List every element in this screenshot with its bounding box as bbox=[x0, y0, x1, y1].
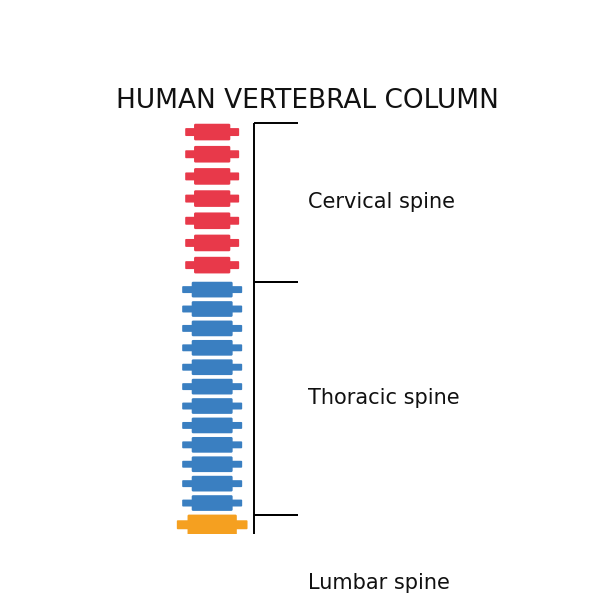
FancyBboxPatch shape bbox=[188, 539, 237, 559]
FancyBboxPatch shape bbox=[192, 398, 233, 414]
FancyBboxPatch shape bbox=[182, 480, 197, 487]
FancyBboxPatch shape bbox=[226, 261, 239, 269]
FancyBboxPatch shape bbox=[227, 461, 242, 468]
FancyBboxPatch shape bbox=[226, 194, 239, 203]
FancyBboxPatch shape bbox=[185, 172, 199, 181]
FancyBboxPatch shape bbox=[227, 305, 242, 313]
FancyBboxPatch shape bbox=[185, 217, 199, 225]
FancyBboxPatch shape bbox=[230, 594, 248, 600]
FancyBboxPatch shape bbox=[188, 515, 237, 535]
FancyBboxPatch shape bbox=[182, 286, 197, 293]
FancyBboxPatch shape bbox=[185, 239, 199, 247]
FancyBboxPatch shape bbox=[188, 563, 237, 584]
FancyBboxPatch shape bbox=[227, 286, 242, 293]
FancyBboxPatch shape bbox=[192, 379, 233, 394]
FancyBboxPatch shape bbox=[230, 569, 248, 578]
FancyBboxPatch shape bbox=[192, 457, 233, 472]
FancyBboxPatch shape bbox=[192, 340, 233, 356]
FancyBboxPatch shape bbox=[192, 282, 233, 298]
FancyBboxPatch shape bbox=[177, 520, 194, 529]
FancyBboxPatch shape bbox=[192, 359, 233, 375]
FancyBboxPatch shape bbox=[177, 569, 194, 578]
FancyBboxPatch shape bbox=[194, 212, 230, 229]
FancyBboxPatch shape bbox=[226, 239, 239, 247]
FancyBboxPatch shape bbox=[185, 194, 199, 203]
FancyBboxPatch shape bbox=[182, 461, 197, 468]
FancyBboxPatch shape bbox=[226, 172, 239, 181]
FancyBboxPatch shape bbox=[182, 325, 197, 332]
FancyBboxPatch shape bbox=[182, 442, 197, 448]
FancyBboxPatch shape bbox=[192, 320, 233, 336]
FancyBboxPatch shape bbox=[227, 480, 242, 487]
FancyBboxPatch shape bbox=[230, 520, 248, 529]
FancyBboxPatch shape bbox=[192, 437, 233, 452]
FancyBboxPatch shape bbox=[227, 325, 242, 332]
FancyBboxPatch shape bbox=[194, 190, 230, 207]
FancyBboxPatch shape bbox=[227, 500, 242, 506]
FancyBboxPatch shape bbox=[194, 146, 230, 163]
FancyBboxPatch shape bbox=[227, 403, 242, 409]
FancyBboxPatch shape bbox=[192, 476, 233, 491]
FancyBboxPatch shape bbox=[192, 495, 233, 511]
FancyBboxPatch shape bbox=[182, 344, 197, 351]
FancyBboxPatch shape bbox=[182, 383, 197, 390]
Text: Lumbar spine: Lumbar spine bbox=[308, 573, 449, 593]
Text: HUMAN VERTEBRAL COLUMN: HUMAN VERTEBRAL COLUMN bbox=[116, 88, 499, 114]
FancyBboxPatch shape bbox=[226, 128, 239, 136]
FancyBboxPatch shape bbox=[227, 442, 242, 448]
FancyBboxPatch shape bbox=[227, 344, 242, 351]
FancyBboxPatch shape bbox=[182, 403, 197, 409]
FancyBboxPatch shape bbox=[177, 545, 194, 554]
FancyBboxPatch shape bbox=[185, 150, 199, 158]
FancyBboxPatch shape bbox=[230, 545, 248, 554]
FancyBboxPatch shape bbox=[226, 217, 239, 225]
FancyBboxPatch shape bbox=[182, 500, 197, 506]
FancyBboxPatch shape bbox=[185, 128, 199, 136]
FancyBboxPatch shape bbox=[194, 235, 230, 251]
FancyBboxPatch shape bbox=[182, 364, 197, 371]
FancyBboxPatch shape bbox=[185, 261, 199, 269]
FancyBboxPatch shape bbox=[192, 418, 233, 433]
FancyBboxPatch shape bbox=[227, 422, 242, 429]
FancyBboxPatch shape bbox=[182, 422, 197, 429]
FancyBboxPatch shape bbox=[192, 301, 233, 317]
FancyBboxPatch shape bbox=[188, 588, 237, 600]
FancyBboxPatch shape bbox=[226, 150, 239, 158]
FancyBboxPatch shape bbox=[194, 257, 230, 274]
FancyBboxPatch shape bbox=[177, 594, 194, 600]
FancyBboxPatch shape bbox=[182, 305, 197, 313]
FancyBboxPatch shape bbox=[227, 364, 242, 371]
FancyBboxPatch shape bbox=[227, 383, 242, 390]
Text: Cervical spine: Cervical spine bbox=[308, 192, 455, 212]
FancyBboxPatch shape bbox=[194, 124, 230, 140]
Text: Thoracic spine: Thoracic spine bbox=[308, 388, 459, 408]
FancyBboxPatch shape bbox=[194, 168, 230, 185]
